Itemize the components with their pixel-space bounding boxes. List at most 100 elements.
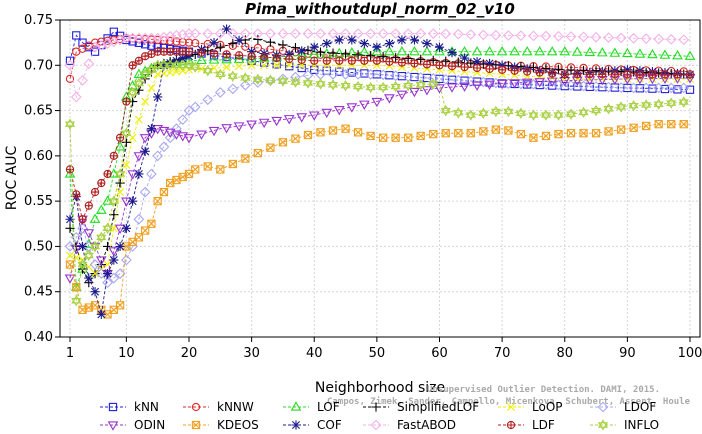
data-point-ldof [89,259,101,270]
data-point-odin [333,106,345,116]
legend-item-inflo: INFLO [590,418,659,432]
data-point-cof [297,46,307,56]
data-point-kdeos [642,121,651,131]
data-point-ldof [615,82,627,94]
x-axis-label: Neighborhood size [315,380,445,396]
data-point-fastabod [64,59,76,71]
data-point-loop [122,160,131,169]
data-point-cof [622,65,632,75]
data-point-cof [96,309,106,319]
series-knnw [65,33,691,84]
legend-marker-ldof [597,401,609,413]
data-point-inflo [190,61,201,73]
data-point-ldof [440,73,452,85]
data-point-inflo [666,97,677,109]
data-point-kdeos [153,196,162,206]
data-point-simplifiedlof [253,34,263,45]
data-point-cof [128,196,138,206]
data-point-kdeos [115,301,125,310]
data-point-lof [421,45,433,56]
data-point-knnw [109,35,118,45]
legend-item-ldf: LDF [498,418,555,432]
data-point-simplifiedlof [453,57,463,67]
data-point-ldf [585,70,594,79]
data-point-fastabod [227,28,239,39]
data-point-lof [102,195,113,205]
data-point-lof [546,45,558,56]
data-point-odin [139,134,151,144]
data-point-knn [90,47,100,56]
data-point-ldof [427,73,439,84]
data-point-inflo [96,231,107,244]
data-point-odin [121,197,132,207]
data-point-fastabod [640,33,652,45]
series-fastabod [64,28,691,103]
data-point-ldof [227,83,239,95]
data-point-inflo [227,70,238,82]
data-point-loop [210,64,219,72]
data-point-fastabod [465,29,477,40]
data-point-fastabod [239,28,251,39]
legend-item-knn: kNN [100,400,159,414]
data-point-cof [84,273,94,283]
data-point-kdeos [566,129,576,138]
data-point-odin [371,97,383,108]
data-point-odin [158,126,170,137]
data-point-fastabod [578,31,589,43]
data-point-kdeos [404,133,413,142]
legend-marker-ldf [506,420,516,430]
data-point-ldf [197,48,206,57]
data-point-inflo [64,118,76,130]
data-point-cof [322,38,332,49]
data-point-cof [459,53,470,63]
series-ldof [64,68,690,289]
data-point-kdeos [353,128,363,137]
data-point-ldf [84,201,93,210]
data-point-kdeos [679,120,688,129]
data-point-kdeos [228,159,237,169]
data-point-kdeos [378,133,388,142]
data-point-ldf [385,57,394,66]
data-point-lof [183,55,195,65]
data-point-lof [221,53,232,64]
data-point-ldf [610,70,619,79]
data-point-ldf [335,56,344,65]
data-point-ldf [310,56,319,65]
data-point-inflo [165,59,176,71]
data-point-fastabod [665,34,677,45]
legend-label-simplifiedlof: SimplifiedLOF [397,400,479,414]
data-point-fastabod [102,38,113,49]
legend-item-odin: ODIN [100,418,165,432]
legend-item-kdeos: KDEOS [183,418,259,432]
data-point-knn [103,34,112,43]
data-point-lof [89,213,101,223]
data-point-ldf [635,70,645,79]
data-point-knnw [172,37,181,46]
data-point-inflo [603,103,614,115]
data-point-ldf [472,63,482,73]
data-point-inflo [183,59,195,71]
data-point-cof [115,241,125,252]
data-point-inflo [465,109,476,121]
data-point-ldf [485,64,494,74]
data-point-inflo [215,68,226,81]
data-point-odin [164,128,176,139]
data-point-ldof [665,82,677,94]
data-point-simplifiedlof [315,47,326,57]
data-point-kdeos [504,126,513,135]
data-point-fastabod [290,28,301,39]
data-point-fastabod [427,28,439,39]
data-point-simplifiedlof [466,58,476,68]
data-point-ldf [510,66,519,75]
data-point-loop [134,115,143,124]
legend: kNN kNNW LOF SimplifiedLOF LoOP LDOF ODIN KDEOS… [100,400,659,432]
data-point-ldf [78,215,87,224]
data-point-fastabod [515,30,527,42]
data-point-ldof [64,241,76,252]
data-point-loop [648,74,657,83]
legend-item-loop: LoOP [498,400,563,414]
data-point-inflo [415,79,426,91]
data-point-cof [109,255,119,265]
data-point-loop [235,62,244,71]
